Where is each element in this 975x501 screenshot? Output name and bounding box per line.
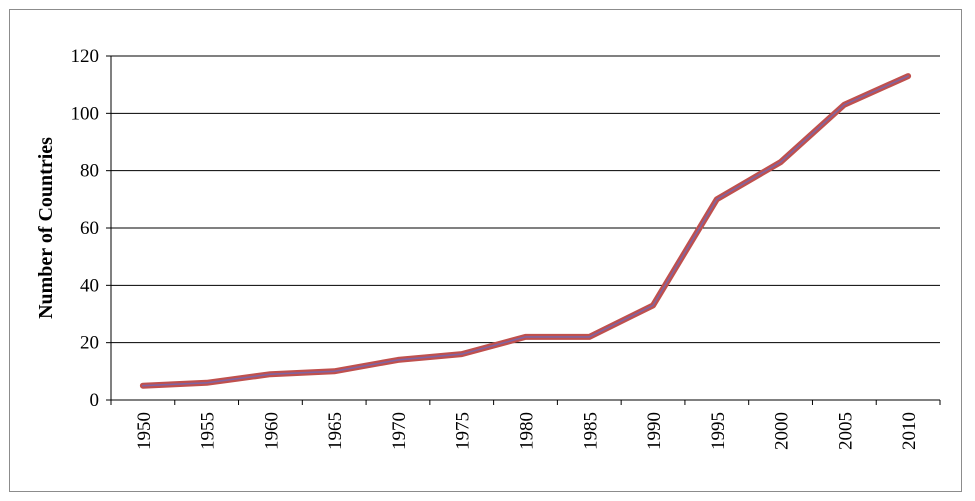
- x-tick-label-1980: 1980: [517, 412, 538, 450]
- chart-frame: [9, 9, 962, 492]
- x-tick-label-2005: 2005: [835, 412, 856, 450]
- y-tick-label-100: 100: [71, 103, 100, 124]
- x-tick-label-1970: 1970: [389, 412, 410, 450]
- x-tick-label-1960: 1960: [261, 412, 282, 450]
- x-tick-label-1985: 1985: [580, 412, 601, 450]
- y-tick-label-0: 0: [90, 390, 100, 411]
- series-line-outer: [139, 73, 912, 389]
- grid-lines: [111, 55, 940, 344]
- axes: [106, 55, 941, 405]
- x-tick-label-2000: 2000: [772, 412, 793, 450]
- y-tick-label-60: 60: [80, 218, 99, 239]
- y-tick-label-80: 80: [80, 161, 99, 182]
- x-tick-label-1950: 1950: [134, 412, 155, 450]
- y-tick-label-120: 120: [71, 46, 100, 67]
- x-tick-label-2010: 2010: [899, 412, 920, 450]
- x-tick-label-1990: 1990: [644, 412, 665, 450]
- x-tick-label-1955: 1955: [198, 412, 219, 450]
- y-tick-label-20: 20: [80, 333, 99, 354]
- series-line-inner: [142, 75, 909, 387]
- x-tick-label-1995: 1995: [708, 412, 729, 450]
- y-tick-label-40: 40: [80, 275, 99, 296]
- y-tick-labels: 0 20 40 60 80 100 120: [71, 46, 100, 411]
- x-tick-label-1965: 1965: [325, 412, 346, 450]
- x-tick-label-1975: 1975: [453, 412, 474, 450]
- x-tick-labels: 1950 1955 1960 1965 1970 1975 1980 1985 1990 1995…: [134, 412, 920, 450]
- series-lines: [139, 73, 912, 389]
- y-axis-label: Number of Countries: [35, 137, 57, 319]
